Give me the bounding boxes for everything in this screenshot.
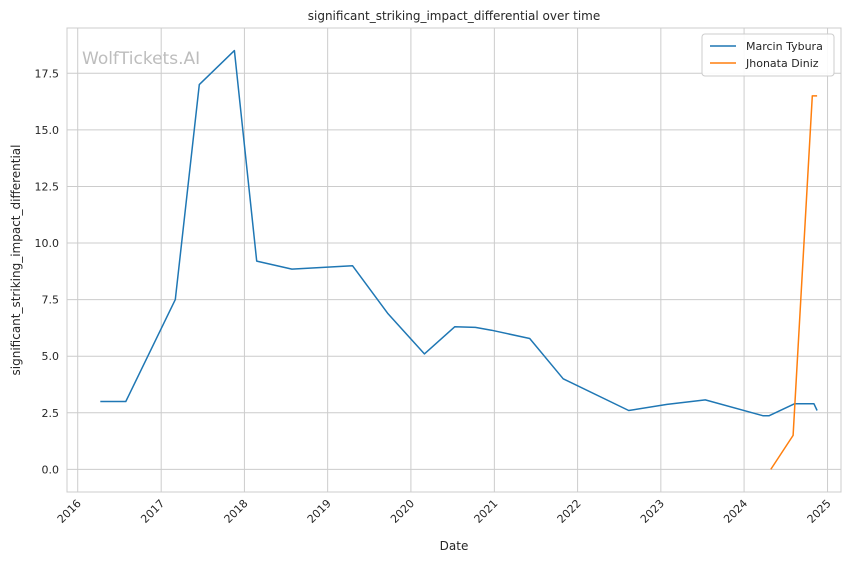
- y-tick-label: 17.5: [35, 67, 60, 80]
- y-tick-label: 0.0: [42, 463, 60, 476]
- series-group: [100, 49, 818, 470]
- y-tick-label: 15.0: [35, 124, 60, 137]
- y-tick-label: 2.5: [42, 407, 60, 420]
- y-tick-label: 10.0: [35, 237, 60, 250]
- watermark: WolfTickets.AI: [82, 49, 200, 69]
- grid-lines: [67, 28, 841, 492]
- legend: Marcin Tybura Jhonata Diniz: [701, 33, 835, 77]
- chart-title: significant_striking_impact_differential…: [308, 9, 600, 23]
- y-axis-label: significant_striking_impact_differential: [9, 145, 23, 376]
- y-tick-labels: 0.0 2.5 5.0 7.5 10.0 12.5 15.0 17.5: [35, 67, 60, 476]
- y-tick-label: 12.5: [35, 180, 60, 193]
- series-line-marcin-tybura: [100, 49, 818, 417]
- y-tick-label: 5.0: [42, 350, 60, 363]
- plot-frame: [66, 27, 842, 493]
- series-line-jhonata-diniz: [770, 95, 818, 470]
- x-axis-label: Date: [440, 539, 469, 553]
- legend-frame: [701, 33, 835, 77]
- legend-label: Marcin Tybura: [746, 40, 823, 53]
- y-tick-label: 7.5: [42, 294, 60, 307]
- plot-area: [67, 28, 841, 492]
- legend-label: Jhonata Diniz: [745, 57, 819, 70]
